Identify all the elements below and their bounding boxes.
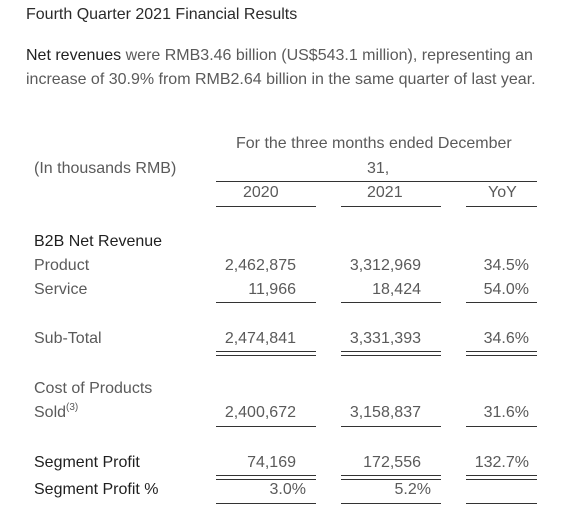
pct-rule-yoy	[466, 503, 537, 504]
cell-yoy: 31.6%	[483, 404, 529, 421]
intro-text: were RMB3.46 billion (US$543.1 million),…	[26, 47, 536, 88]
service-rule-2020	[216, 302, 316, 303]
cell-2020: 2,474,841	[224, 330, 296, 347]
profit-double-rule-2020	[216, 475, 316, 480]
page-title: Fourth Quarter 2021 Financial Results	[26, 6, 298, 23]
col-header-2021: 2021	[367, 184, 403, 201]
cell-2020: 11,966	[248, 281, 296, 298]
profit-double-rule-2021	[341, 475, 441, 480]
cell-2021: 3,331,393	[349, 330, 421, 347]
cell-2020: 74,169	[247, 454, 296, 471]
col-rule-2020	[216, 206, 316, 207]
cell-yoy: 34.6%	[483, 330, 529, 347]
cost-rule-2021	[341, 426, 441, 427]
cost-label-sold: Sold	[34, 404, 67, 421]
cell-2020: 2,462,875	[224, 257, 296, 274]
header-rule	[216, 181, 537, 182]
cell-2021: 3,312,969	[349, 257, 421, 274]
col-header-2020: 2020	[243, 184, 279, 201]
intro-paragraph: Net revenues were RMB3.46 billion (US$54…	[26, 44, 546, 92]
footnote-marker: (3)	[66, 402, 79, 413]
cost-rule-yoy	[466, 426, 537, 427]
cell-yoy: 54.0%	[483, 281, 529, 298]
col-header-yoy: YoY	[488, 184, 517, 201]
cell-2020: 3.0%	[269, 481, 306, 498]
row-label: Service	[34, 281, 88, 298]
subtotal-double-rule-2020	[216, 351, 316, 356]
net-revenues-label: Net revenues	[26, 47, 122, 64]
service-rule-2021	[341, 302, 441, 303]
subtotal-double-rule-2021	[341, 351, 441, 356]
row-label: Segment Profit %	[34, 481, 159, 498]
cell-2021: 18,424	[372, 281, 421, 298]
row-label-line2: Sold(3)	[34, 402, 79, 422]
unit-label: (In thousands RMB)	[34, 160, 177, 177]
row-label-line1: Cost of Products	[34, 380, 153, 397]
cell-yoy: 34.5%	[483, 257, 529, 274]
cell-yoy: 132.7%	[474, 454, 529, 471]
subtotal-double-rule-yoy	[466, 351, 537, 356]
pct-rule-2021	[341, 503, 441, 504]
row-label: Segment Profit	[34, 454, 140, 471]
cell-2021: 3,158,837	[349, 404, 421, 421]
row-label: Sub-Total	[34, 330, 102, 347]
col-rule-yoy	[466, 206, 537, 207]
period-header-line1: For the three months ended December	[236, 135, 512, 152]
cell-2021: 5.2%	[394, 481, 431, 498]
pct-rule-2020	[216, 503, 316, 504]
cost-rule-2020	[216, 426, 316, 427]
period-header-line2: 31,	[367, 160, 390, 177]
cell-2021: 172,556	[363, 454, 421, 471]
row-label: Product	[34, 257, 90, 274]
col-rule-2021	[341, 206, 441, 207]
section-label: B2B Net Revenue	[34, 233, 163, 250]
cell-2020: 2,400,672	[224, 404, 296, 421]
profit-double-rule-yoy	[466, 475, 537, 480]
service-rule-yoy	[466, 302, 537, 303]
